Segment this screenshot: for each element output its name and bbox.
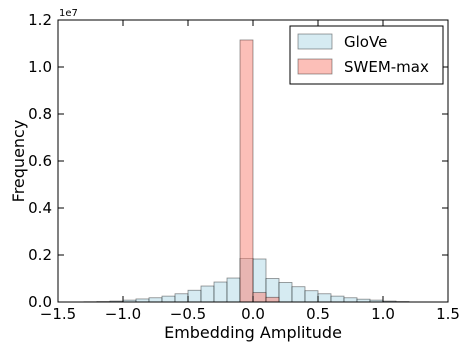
y-tick-label-4: 0.8 xyxy=(28,105,52,123)
x-tick-label-1: −1.0 xyxy=(105,305,141,323)
bars-layer xyxy=(83,39,410,303)
x-axis-label: Embedding Amplitude xyxy=(164,323,342,342)
bar-glove-19 xyxy=(330,295,345,303)
y-tick-label-1: 0.2 xyxy=(28,246,52,264)
bar-swem-max-2 xyxy=(265,296,280,303)
ticks-layer: −1.5 −1.0 −0.5 0.0 0.5 1.0 1.5 0.0 0.2 0.4 0.6 0.8 1… xyxy=(28,11,460,323)
bar-glove-7 xyxy=(174,293,189,303)
legend-swatch-glove xyxy=(297,33,333,50)
y-tick-label-6: 1.2 xyxy=(28,11,52,29)
y-scale-label: 1e7 xyxy=(59,8,78,19)
bar-glove-11 xyxy=(226,277,241,303)
x-tick-label-2: −0.5 xyxy=(170,305,206,323)
x-tick-label-3: 0.0 xyxy=(241,305,265,323)
bar-glove-17 xyxy=(304,290,319,303)
x-tick-label-0: −1.5 xyxy=(40,305,76,323)
bar-glove-6 xyxy=(161,295,176,303)
y-axis-label: Frequency xyxy=(9,120,28,203)
bar-swem-max-0 xyxy=(239,39,254,303)
bar-glove-5 xyxy=(148,297,163,303)
y-tick-label-5: 1.0 xyxy=(28,58,52,76)
bar-glove-20 xyxy=(343,297,358,303)
bar-glove-9 xyxy=(200,285,215,303)
bar-glove-16 xyxy=(291,286,306,303)
bar-swem-max-1 xyxy=(252,292,267,303)
legend: GloVe SWEM-max xyxy=(289,25,444,85)
x-tick-label-5: 1.0 xyxy=(371,305,395,323)
legend-label-swem-max: SWEM-max xyxy=(344,58,429,76)
x-tick-label-4: 0.5 xyxy=(306,305,330,323)
y-tick-label-2: 0.4 xyxy=(28,199,52,217)
legend-swatch-swem-max xyxy=(297,58,333,75)
bar-glove-15 xyxy=(278,282,293,303)
bar-glove-18 xyxy=(317,293,332,303)
bar-glove-8 xyxy=(187,289,202,303)
legend-label-glove: GloVe xyxy=(344,33,387,51)
x-tick-label-6: 1.5 xyxy=(436,305,460,323)
y-tick-label-0: 0.0 xyxy=(28,293,52,311)
bar-glove-10 xyxy=(213,281,228,303)
y-tick-label-3: 0.6 xyxy=(28,152,52,170)
